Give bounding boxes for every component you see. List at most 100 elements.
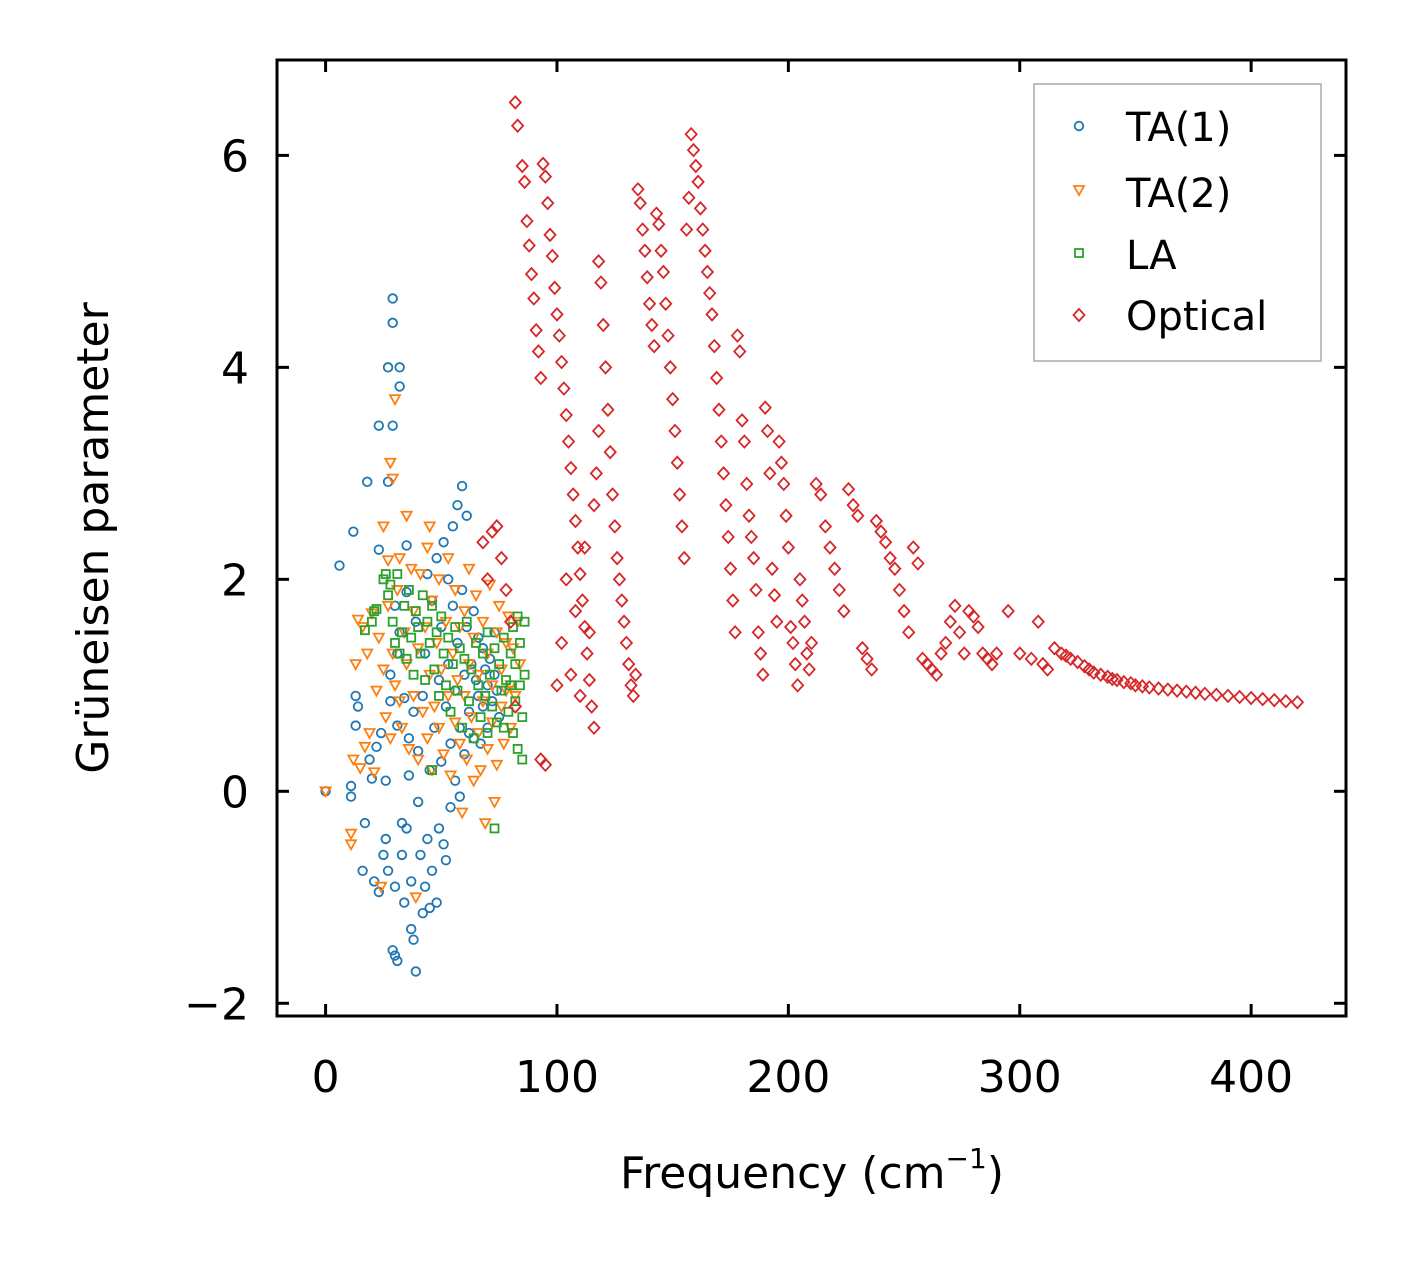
data-point xyxy=(366,616,377,627)
data-point xyxy=(529,322,543,338)
data-point xyxy=(652,216,666,232)
data-point xyxy=(638,243,652,259)
data-point xyxy=(640,269,654,285)
data-point xyxy=(1244,690,1258,706)
data-point xyxy=(677,550,691,566)
data-point xyxy=(369,606,380,617)
data-point xyxy=(419,881,431,892)
data-point xyxy=(1110,672,1124,688)
data-point xyxy=(739,476,754,492)
data-point xyxy=(410,966,422,977)
data-point xyxy=(608,519,622,534)
data-point xyxy=(477,643,489,654)
data-point xyxy=(454,643,465,654)
data-point xyxy=(478,818,492,830)
data-point xyxy=(818,519,833,534)
data-point xyxy=(505,648,516,659)
data-point xyxy=(474,765,488,777)
data-point xyxy=(594,275,608,290)
data-point xyxy=(445,738,456,749)
data-point xyxy=(350,720,361,731)
legend-label-ta1: TA(1) xyxy=(1125,105,1231,151)
data-point xyxy=(358,741,372,754)
data-point xyxy=(413,622,424,632)
data-point xyxy=(897,603,911,619)
data-point xyxy=(433,674,445,686)
data-point xyxy=(382,865,394,876)
data-point xyxy=(493,711,505,723)
data-point xyxy=(406,876,417,887)
data-point xyxy=(735,413,749,428)
data-point xyxy=(450,675,465,687)
legend-label-la: LA xyxy=(1126,233,1177,279)
data-point xyxy=(487,701,498,712)
data-point xyxy=(466,664,477,675)
data-point xyxy=(790,677,805,693)
data-point xyxy=(712,402,726,418)
data-point xyxy=(679,222,694,237)
data-point xyxy=(1267,692,1281,708)
data-point xyxy=(445,706,456,717)
data-point xyxy=(498,722,509,733)
data-point xyxy=(793,572,807,587)
data-point xyxy=(440,854,452,866)
data-point xyxy=(423,521,437,534)
data-point xyxy=(1001,603,1015,619)
data-point xyxy=(345,780,357,792)
data-point xyxy=(672,487,687,502)
data-point xyxy=(515,158,529,174)
data-point xyxy=(457,606,471,618)
data-point xyxy=(1198,686,1212,702)
data-point xyxy=(598,360,613,375)
data-point xyxy=(367,767,381,780)
data-point xyxy=(716,466,731,481)
data-point xyxy=(578,540,592,555)
data-point xyxy=(728,624,742,640)
data-point xyxy=(783,619,798,635)
data-point xyxy=(431,552,442,564)
data-point xyxy=(319,786,333,799)
data-point xyxy=(860,651,874,667)
data-point xyxy=(985,656,999,672)
data-points xyxy=(319,95,1305,977)
data-point xyxy=(353,763,367,775)
data-point xyxy=(550,307,564,322)
data-point xyxy=(473,680,484,691)
data-point xyxy=(390,638,400,648)
data-point xyxy=(742,508,756,524)
data-point xyxy=(508,95,523,110)
data-point xyxy=(730,328,745,343)
data-point xyxy=(1255,691,1270,707)
data-point xyxy=(447,600,459,612)
data-point xyxy=(375,727,387,739)
data-point xyxy=(334,560,345,571)
data-point xyxy=(447,659,458,670)
data-point xyxy=(696,222,710,237)
data-point xyxy=(911,556,925,571)
data-point xyxy=(401,540,412,551)
data-point xyxy=(714,434,728,449)
data-point xyxy=(966,609,981,624)
data-point xyxy=(512,744,523,754)
data-point xyxy=(684,126,698,142)
y-tick-label: −2 xyxy=(184,979,249,1030)
x-tick-label: 100 xyxy=(515,1052,599,1103)
data-point xyxy=(480,691,491,701)
data-point xyxy=(554,354,569,370)
data-point xyxy=(348,526,359,537)
data-point xyxy=(395,722,409,735)
data-point xyxy=(719,497,733,513)
data-point xyxy=(412,796,424,808)
data-point xyxy=(408,934,419,945)
data-point xyxy=(758,400,772,415)
data-point xyxy=(420,675,430,685)
data-point xyxy=(1063,651,1078,667)
data-point xyxy=(668,423,682,439)
data-point xyxy=(401,653,412,664)
data-point xyxy=(906,540,921,555)
data-point xyxy=(795,593,809,608)
y-tick-label: 6 xyxy=(221,131,249,182)
data-point xyxy=(443,632,454,643)
data-point xyxy=(617,614,631,630)
data-point xyxy=(383,457,397,470)
